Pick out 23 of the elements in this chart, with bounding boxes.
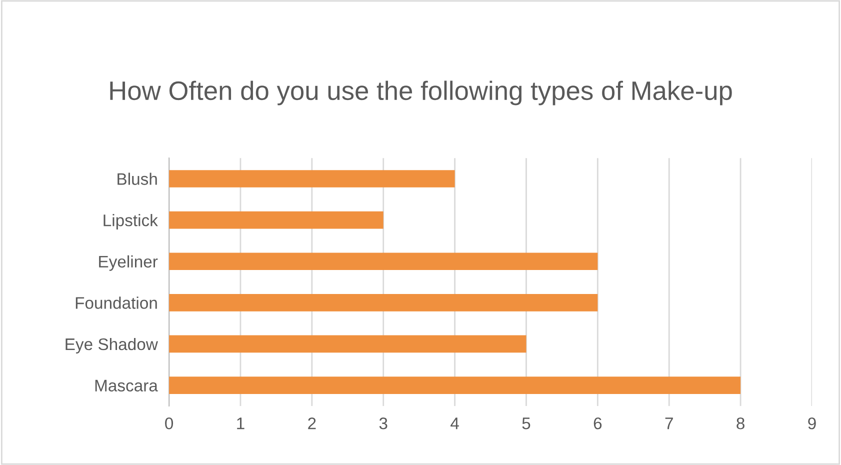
- x-tick-label: 7: [665, 418, 673, 430]
- bar: [169, 252, 598, 270]
- y-tick-label: Lipstick: [104, 214, 158, 230]
- x-tick-label: 8: [736, 417, 744, 430]
- bar: [169, 211, 384, 229]
- x-tick-label: 9: [808, 417, 816, 430]
- x-tick-label: 6: [594, 417, 602, 430]
- x-tick-label: 5: [522, 418, 530, 430]
- x-tick-label: 4: [450, 418, 459, 430]
- y-tick-label: Blush: [118, 172, 157, 185]
- bar: [169, 294, 598, 312]
- y-tick-label: Eye Shadow: [66, 338, 158, 354]
- x-tick-label: 2: [308, 417, 316, 430]
- bar: [169, 335, 526, 353]
- y-tick-label: Mascara: [95, 380, 158, 392]
- bar: [169, 170, 455, 188]
- chart-title: How Often do you use the following types of Make-up: [110, 80, 732, 106]
- y-tick-label: Eyeliner: [99, 255, 158, 271]
- y-tick-label: Foundation: [76, 296, 157, 309]
- x-tick-label: 0: [165, 417, 174, 430]
- x-tick-label: 3: [379, 417, 388, 430]
- x-tick-label: 1: [237, 418, 244, 430]
- bar: [169, 376, 741, 394]
